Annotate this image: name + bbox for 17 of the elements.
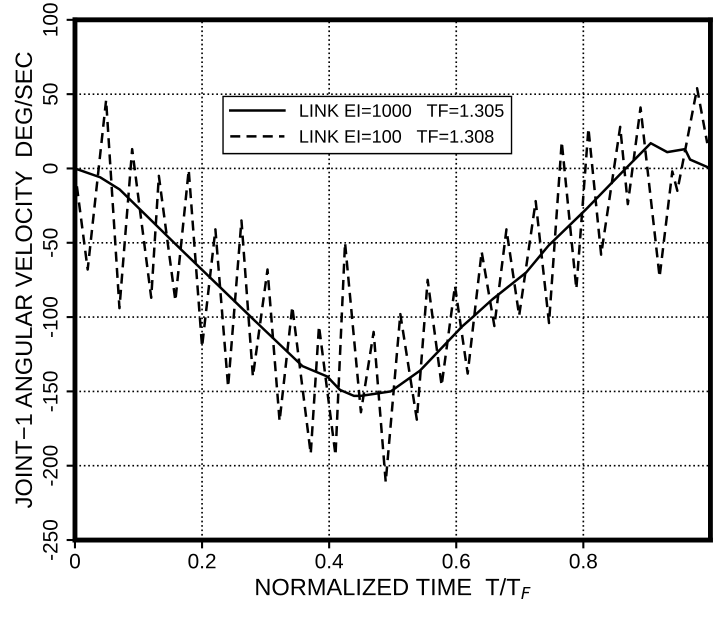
x-tick-label: 0.2 (188, 554, 216, 569)
y-tick-label: -200 (42, 446, 58, 486)
y-tick-label: -50 (42, 228, 58, 257)
x-tick-label: 0.8 (570, 554, 597, 569)
y-tick-label: 0 (42, 163, 58, 174)
y-tick-label: -100 (42, 297, 58, 338)
x-tick-label: 0.6 (442, 554, 470, 569)
x-tick-label: 0.4 (315, 554, 344, 569)
y-tick-label: -250 (42, 520, 58, 560)
y-tick-label: -150 (42, 371, 58, 412)
y-tick-label: 50 (42, 83, 58, 105)
x-axis-title: NORMALIZED TIME T/T$_{F}$ (256, 578, 531, 600)
legend-label: LINK EI=100 TF=1.308 (300, 130, 494, 143)
y-axis-title: JOINT−1 ANGULAR VELOCITY DEG/SEC (14, 52, 32, 508)
legend-label: LINK EI=1000 TF=1.305 (300, 104, 504, 117)
x-tick-label: 0 (70, 554, 80, 569)
y-tick-label: 100 (42, 3, 58, 36)
